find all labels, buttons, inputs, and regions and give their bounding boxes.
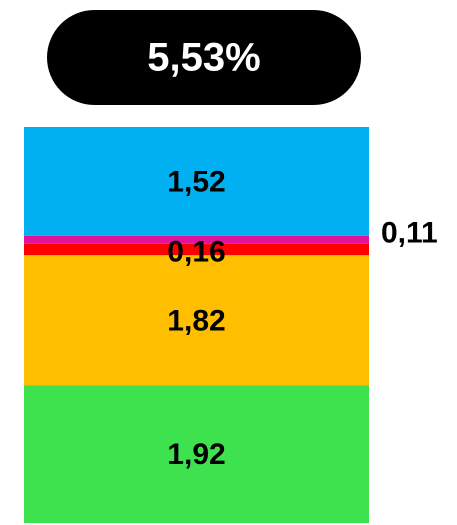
title-pill	[47, 10, 361, 105]
value-label: 1,92	[167, 438, 225, 471]
value-label: 1,82	[167, 304, 225, 337]
bar-segment	[24, 235, 369, 244]
value-label: 1,52	[167, 165, 225, 198]
bar-segment	[24, 127, 369, 236]
bar-segment	[24, 385, 369, 523]
chart-title: 5,53%	[147, 36, 260, 80]
value-label: 0,11	[381, 217, 438, 250]
bar-segment	[24, 255, 369, 386]
value-label: 0,16	[167, 235, 225, 268]
bar-segment	[24, 243, 369, 256]
